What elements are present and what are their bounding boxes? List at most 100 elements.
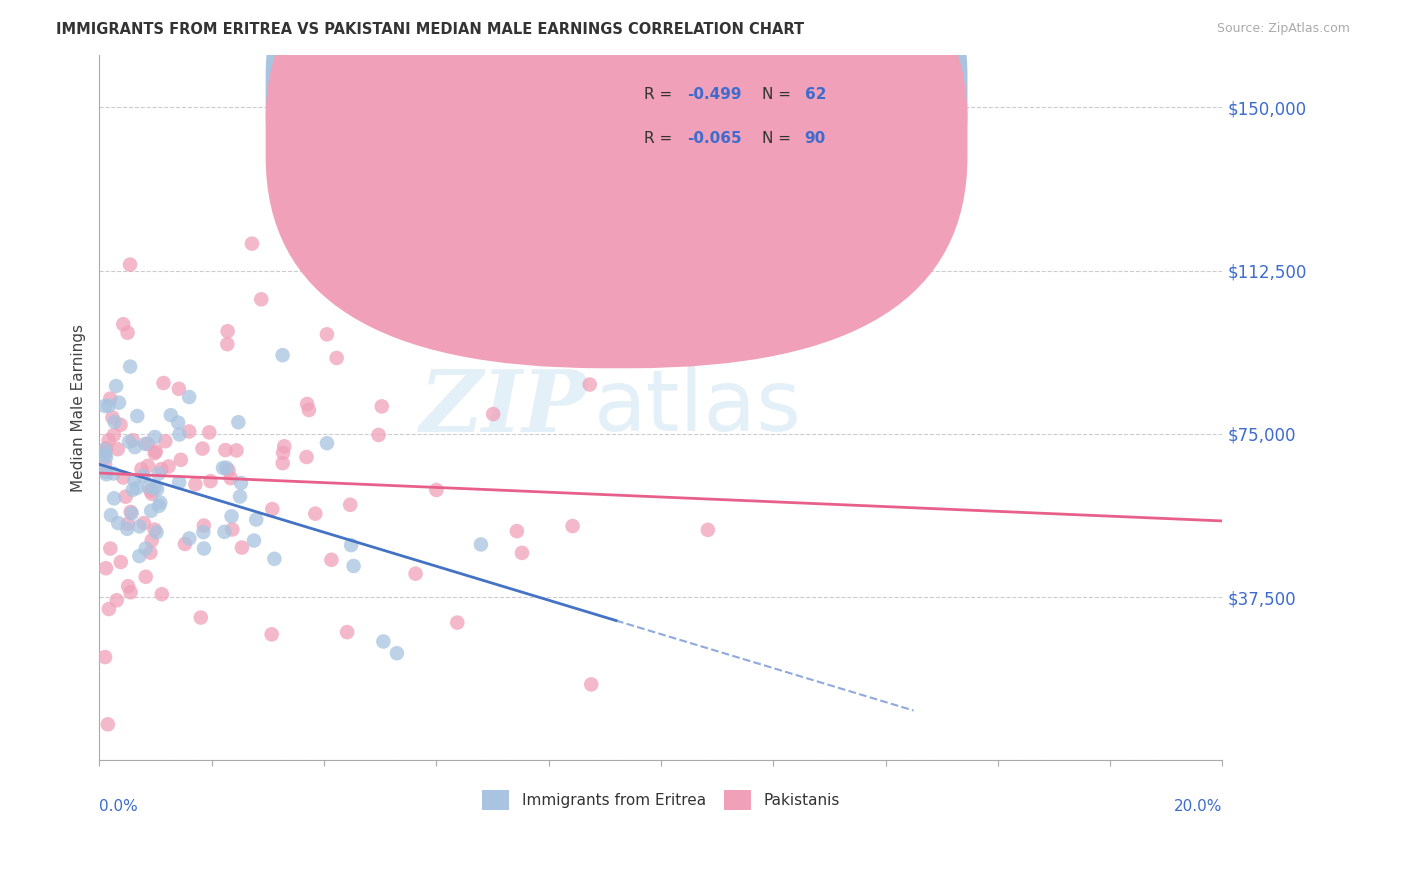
Point: [271, 348, 294, 362]
Point: [112, 317, 135, 331]
Point: [141, 533, 163, 548]
Y-axis label: Median Male Earnings: Median Male Earnings: [72, 324, 86, 491]
Point: [149, 495, 172, 509]
Point: [217, 463, 239, 477]
Point: [243, 533, 266, 548]
FancyBboxPatch shape: [266, 0, 967, 325]
Point: [120, 505, 142, 519]
Point: [174, 537, 197, 551]
Point: [263, 551, 285, 566]
Point: [214, 524, 236, 539]
Point: [298, 403, 321, 417]
Point: [117, 326, 139, 340]
Point: [110, 417, 132, 432]
Point: [155, 434, 177, 449]
Point: [104, 415, 127, 429]
Point: [94, 561, 117, 575]
Point: [94, 399, 117, 413]
Point: [219, 471, 242, 485]
Point: [128, 549, 150, 563]
Point: [371, 400, 394, 414]
Point: [215, 460, 238, 475]
Point: [146, 482, 169, 496]
Point: [94, 458, 117, 472]
Text: N =: N =: [762, 131, 796, 146]
Point: [221, 509, 243, 524]
Point: [217, 324, 239, 338]
Point: [179, 532, 201, 546]
Point: [98, 392, 121, 406]
Point: [184, 477, 207, 491]
Point: [105, 593, 128, 607]
Point: [304, 507, 326, 521]
Point: [120, 359, 142, 374]
Point: [482, 407, 505, 421]
Point: [112, 470, 135, 484]
Point: [342, 559, 364, 574]
Point: [134, 437, 156, 451]
Point: [114, 490, 136, 504]
Point: [167, 475, 190, 490]
Point: [228, 415, 250, 429]
Point: [94, 450, 117, 464]
Point: [229, 490, 252, 504]
Point: [169, 427, 191, 442]
Point: [97, 717, 120, 731]
Point: [446, 615, 468, 630]
Point: [150, 587, 173, 601]
Point: [97, 434, 120, 448]
Point: [395, 301, 418, 315]
Point: [94, 442, 117, 457]
Point: [120, 585, 142, 599]
Point: [321, 553, 343, 567]
Point: [97, 399, 120, 413]
Point: [221, 523, 243, 537]
Point: [240, 236, 263, 251]
Point: [231, 541, 253, 555]
Point: [141, 504, 163, 518]
Point: [138, 480, 160, 494]
Point: [271, 456, 294, 470]
Point: [118, 258, 141, 272]
Point: [225, 443, 247, 458]
Point: [367, 428, 389, 442]
Point: [115, 522, 138, 536]
Point: [127, 409, 149, 423]
Point: [316, 327, 339, 342]
Point: [229, 475, 252, 490]
Point: [340, 538, 363, 552]
Point: [159, 408, 181, 422]
Point: [152, 376, 174, 390]
Point: [97, 602, 120, 616]
Text: -0.499: -0.499: [686, 87, 741, 102]
Point: [118, 434, 141, 449]
FancyBboxPatch shape: [266, 0, 967, 368]
Point: [132, 469, 155, 483]
Point: [148, 499, 170, 513]
Point: [108, 395, 131, 409]
Point: [295, 450, 318, 464]
Point: [217, 337, 239, 351]
Point: [105, 379, 128, 393]
Point: [190, 610, 212, 624]
Point: [262, 502, 284, 516]
Text: Source: ZipAtlas.com: Source: ZipAtlas.com: [1216, 22, 1350, 36]
Text: R =: R =: [644, 87, 678, 102]
Point: [271, 446, 294, 460]
Point: [121, 483, 143, 497]
Point: [96, 467, 118, 482]
Point: [136, 458, 159, 473]
Point: [179, 425, 201, 439]
Point: [157, 459, 180, 474]
Point: [141, 486, 163, 500]
Point: [110, 555, 132, 569]
Point: [325, 351, 347, 365]
Point: [94, 444, 117, 458]
Text: 20.0%: 20.0%: [1174, 799, 1222, 814]
Point: [212, 461, 235, 475]
Point: [150, 462, 173, 476]
Point: [581, 677, 603, 691]
Point: [167, 382, 190, 396]
Point: [179, 390, 201, 404]
Point: [250, 293, 273, 307]
